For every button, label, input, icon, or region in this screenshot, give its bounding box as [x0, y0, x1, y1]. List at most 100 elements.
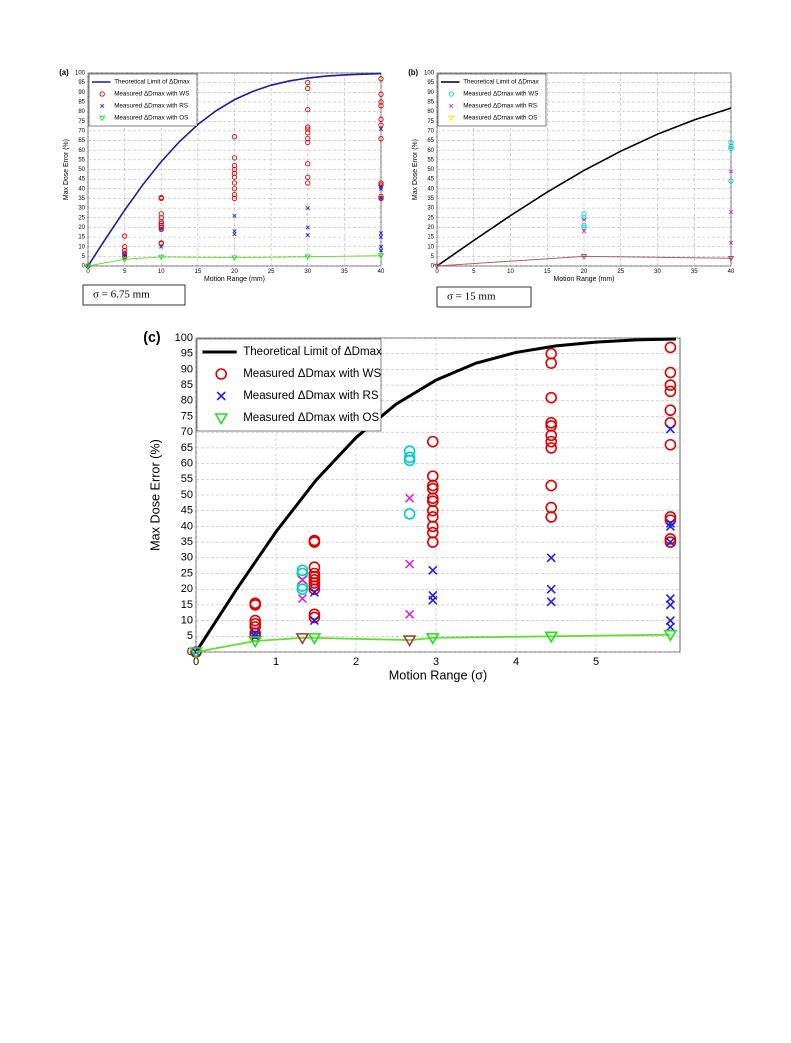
marker-triangle: [295, 633, 310, 645]
marker-circle: [664, 341, 677, 354]
y-tick-label: 75: [78, 119, 85, 125]
y-tick-label: 75: [427, 119, 434, 125]
marker-circle: [403, 508, 416, 520]
marker-x: [297, 575, 307, 585]
marker-triangle: [98, 115, 106, 122]
y-tick-label: 60: [427, 148, 434, 154]
marker-circle: [305, 161, 311, 167]
marker-x: [728, 240, 734, 245]
y-tick-label: 80: [427, 109, 434, 115]
x-tick-label: 5: [472, 269, 476, 275]
marker-circle: [728, 143, 734, 149]
x-tick-label: 1: [273, 656, 279, 668]
legend-label: Measured ΔDmax with WS: [463, 91, 538, 98]
marker-circle: [249, 614, 261, 627]
marker-circle: [121, 250, 128, 257]
panel-label: (c): [143, 330, 161, 346]
marker-circle: [305, 135, 311, 142]
x-axis-label: Motion Range (mm): [204, 276, 265, 283]
x-tick-label: 10: [158, 269, 165, 275]
annotation-box: [436, 286, 532, 308]
y-tick-label: 10: [181, 615, 193, 627]
y-tick-label: 55: [181, 473, 193, 485]
marker-circle: [308, 580, 321, 592]
marker-x: [216, 391, 226, 401]
marker-circle: [581, 224, 587, 231]
marker-circle: [231, 191, 238, 198]
y-tick-label: 95: [78, 80, 85, 86]
y-tick-label: 95: [181, 348, 193, 360]
marker-circle: [305, 80, 311, 86]
marker-triangle: [433, 263, 441, 270]
x-tick-label: 10: [507, 269, 514, 275]
marker-circle: [249, 627, 261, 639]
marker-circle: [664, 404, 677, 417]
marker-circle: [545, 511, 558, 523]
marker-circle: [545, 416, 558, 429]
y-tick-label: 20: [427, 225, 434, 231]
series-line: [87, 255, 382, 267]
marker-circle: [378, 91, 384, 97]
x-tick-label: 25: [268, 269, 275, 275]
marker-x: [159, 227, 164, 232]
marker-circle: [545, 429, 558, 442]
x-tick-label: 2: [353, 656, 359, 668]
marker-triangle: [727, 256, 735, 262]
marker-circle: [728, 178, 734, 184]
marker-triangle: [248, 636, 263, 649]
marker-triangle: [377, 253, 385, 260]
marker-circle: [378, 76, 384, 82]
y-tick-label: 25: [427, 215, 434, 221]
y-tick-label: 70: [427, 128, 434, 134]
marker-x: [428, 565, 438, 575]
marker-circle: [545, 435, 558, 448]
legend-label: Measured ΔDmax with RS: [114, 103, 188, 110]
marker-triangle: [231, 255, 238, 262]
marker-circle: [308, 611, 321, 624]
y-tick-label: 15: [78, 235, 85, 241]
y-tick-label: 80: [78, 109, 85, 115]
x-tick-label: 40: [378, 269, 385, 275]
marker-circle: [664, 416, 677, 429]
marker-triangle: [84, 263, 92, 270]
y-tick-label: 75: [181, 410, 193, 422]
marker-x: [546, 553, 556, 563]
marker-circle: [158, 222, 164, 229]
x-tick-label: 0: [86, 269, 90, 275]
marker-circle: [378, 116, 384, 122]
marker-circle: [728, 145, 734, 151]
marker-circle: [728, 139, 734, 146]
y-tick-label: 15: [181, 599, 193, 611]
legend: Theoretical Limit of ΔDmax Measured ΔDmax…: [437, 73, 547, 127]
marker-circle: [308, 536, 321, 548]
y-tick-label: 25: [78, 215, 85, 221]
legend-label: Theoretical Limit of ΔDmax: [114, 79, 190, 86]
marker-circle: [581, 222, 587, 229]
marker-circle: [305, 130, 311, 136]
x-tick-label: 15: [195, 269, 202, 275]
marker-x: [405, 559, 415, 569]
marker-triangle: [402, 635, 417, 648]
marker-circle: [99, 91, 105, 97]
series-line: [194, 337, 677, 653]
marker-circle: [305, 126, 311, 132]
y-tick-label: 20: [78, 225, 85, 231]
marker-triangle: [425, 633, 440, 645]
marker-x: [378, 231, 384, 236]
y-tick-label: 65: [181, 442, 193, 454]
marker-circle: [305, 107, 311, 113]
marker-circle: [426, 504, 439, 517]
marker-circle: [121, 233, 128, 239]
marker-circle: [378, 135, 384, 142]
marker-circle: [158, 211, 164, 217]
marker-triangle: [663, 629, 678, 642]
y-tick-label: 55: [78, 157, 85, 163]
y-tick-label: 100: [175, 332, 193, 344]
marker-circle: [305, 124, 311, 130]
marker-circle: [231, 186, 238, 192]
marker-x: [305, 206, 310, 211]
y-tick-label: 20: [181, 583, 193, 595]
marker-circle: [545, 357, 558, 369]
y-tick-label: 45: [427, 177, 434, 183]
